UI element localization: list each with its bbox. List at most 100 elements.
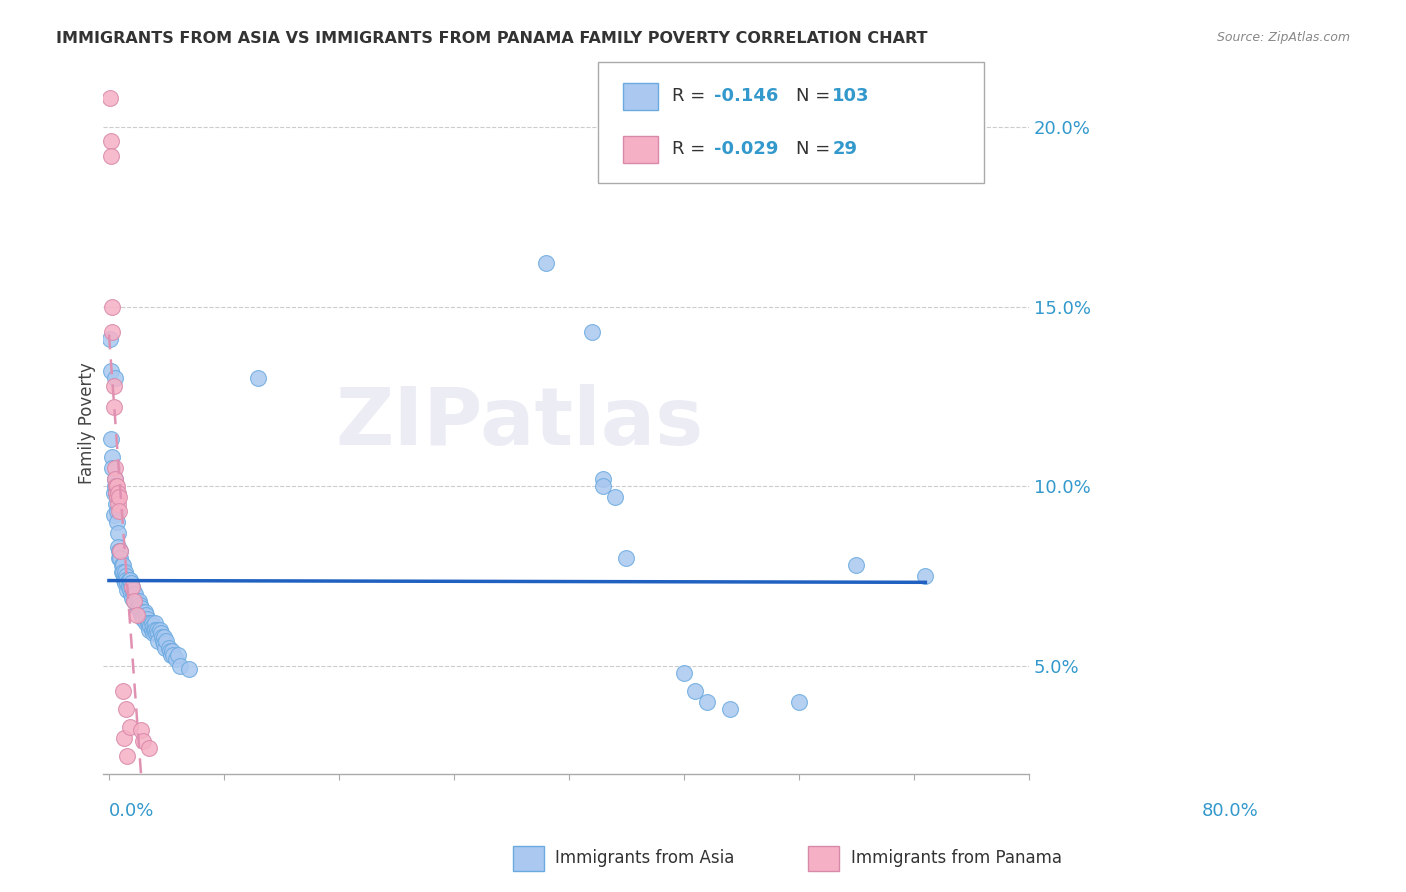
Text: R =: R = (672, 140, 711, 158)
Point (104, 486, 127, 500)
Text: -0.146: -0.146 (714, 87, 779, 105)
Point (122, 587, 145, 601)
Point (98, 332, 121, 346)
Point (117, 576, 139, 591)
Point (110, 543, 132, 558)
Point (108, 504, 131, 518)
Point (787, 695, 810, 709)
Point (121, 591, 143, 605)
Point (115, 569, 138, 583)
Point (685, 684, 707, 698)
Point (112, 569, 135, 583)
Point (100, 433, 122, 447)
Point (131, 605, 153, 619)
Point (167, 648, 190, 662)
Point (103, 486, 125, 500)
Point (138, 615, 160, 630)
Y-axis label: Family Poverty: Family Poverty (79, 362, 96, 484)
Point (129, 723, 152, 738)
Point (718, 702, 741, 716)
Point (135, 615, 157, 630)
Point (616, 551, 638, 566)
Point (105, 490, 128, 504)
Text: 29: 29 (832, 140, 858, 158)
Point (122, 583, 145, 598)
Text: R =: R = (672, 87, 711, 105)
Point (143, 615, 166, 630)
Point (101, 461, 124, 475)
Point (115, 573, 138, 587)
Point (150, 630, 173, 644)
Point (148, 626, 170, 640)
Point (138, 623, 160, 637)
Text: N =: N = (796, 140, 835, 158)
Point (117, 580, 139, 594)
Text: 0.0%: 0.0% (108, 802, 155, 820)
Point (105, 504, 128, 518)
Point (121, 580, 143, 594)
Point (132, 608, 155, 623)
Point (125, 608, 148, 623)
Point (148, 633, 170, 648)
Point (142, 623, 165, 637)
Point (134, 605, 156, 619)
Point (104, 497, 127, 511)
Point (108, 543, 131, 558)
Point (108, 551, 131, 566)
Point (100, 364, 122, 378)
Text: -0.029: -0.029 (714, 140, 779, 158)
Point (118, 573, 141, 587)
Point (104, 472, 127, 486)
Point (138, 741, 160, 756)
Point (122, 594, 145, 608)
Point (101, 325, 124, 339)
Point (98, 91, 121, 105)
Point (165, 651, 187, 665)
Point (104, 461, 127, 475)
Point (111, 684, 134, 698)
Point (153, 637, 176, 651)
Point (129, 601, 152, 615)
Point (247, 371, 270, 385)
Point (103, 378, 125, 392)
Point (100, 148, 122, 162)
Point (108, 490, 131, 504)
Point (105, 515, 128, 529)
Point (120, 587, 142, 601)
Point (132, 734, 155, 748)
Point (169, 658, 191, 673)
Point (135, 612, 157, 626)
Point (110, 566, 132, 580)
Point (124, 587, 146, 601)
Point (107, 525, 129, 540)
Text: 103: 103 (832, 87, 870, 105)
Point (100, 134, 122, 148)
Point (104, 371, 127, 385)
Point (110, 543, 132, 558)
Point (122, 594, 145, 608)
Point (114, 566, 136, 580)
Point (135, 608, 157, 623)
Point (141, 615, 163, 630)
Text: Immigrants from Asia: Immigrants from Asia (555, 849, 735, 867)
Point (107, 486, 129, 500)
Point (592, 479, 614, 493)
Point (112, 573, 135, 587)
Point (162, 648, 184, 662)
Point (129, 608, 152, 623)
Point (914, 569, 936, 583)
Point (117, 748, 139, 763)
Point (104, 472, 127, 486)
Point (112, 731, 135, 745)
Point (104, 479, 127, 493)
Point (107, 497, 129, 511)
Point (110, 558, 132, 573)
Point (117, 583, 139, 598)
Point (153, 630, 176, 644)
Point (159, 644, 181, 658)
Text: Source: ZipAtlas.com: Source: ZipAtlas.com (1216, 31, 1350, 45)
Point (101, 300, 124, 314)
Point (114, 576, 136, 591)
Text: ZIPatlas: ZIPatlas (336, 384, 704, 462)
Point (157, 640, 180, 655)
